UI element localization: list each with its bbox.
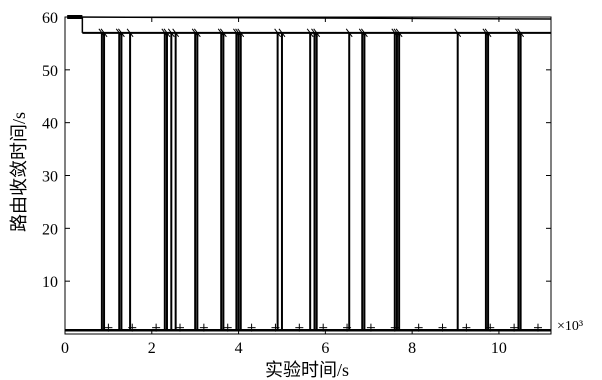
series-plateau-marker <box>274 28 282 38</box>
series-plateau-marker <box>126 28 134 38</box>
series-plateau-marker <box>454 28 462 38</box>
series-plateau-marker <box>172 28 180 38</box>
series-plateau-marker <box>219 28 227 38</box>
series-plateau-marker <box>237 28 245 38</box>
series-layer <box>65 15 552 332</box>
y-tick-label: 10 <box>42 274 58 291</box>
x-axis-label: 实验时间/s <box>265 360 349 380</box>
series-plateau-marker <box>100 28 108 38</box>
series-plateau-marker <box>517 28 525 38</box>
y-tick-label: 30 <box>42 169 58 186</box>
plot-area-border <box>64 16 552 335</box>
series-plateau-marker <box>345 28 353 38</box>
series-plateau-marker <box>193 28 201 38</box>
x-multiplier-label: ×10³ <box>557 319 583 334</box>
x-tick-label: 0 <box>61 340 69 357</box>
x-tick-label: 4 <box>235 340 243 357</box>
y-tick-label: 20 <box>42 221 58 238</box>
series-plateau-marker <box>167 28 175 38</box>
x-tick-label: 10 <box>491 340 507 357</box>
x-tick-label: 8 <box>408 340 416 357</box>
series-plateau-marker <box>313 28 321 38</box>
series-plateau-marker <box>163 28 171 38</box>
series-plateau-marker <box>306 28 314 38</box>
series-plateau-marker <box>278 28 286 38</box>
y-tick-label: 60 <box>42 10 58 27</box>
y-axis-label: 路由收敛时间/s <box>9 112 29 232</box>
series-plateau-marker <box>118 28 125 38</box>
tick-layer: 0 2 4 6 8 10 10 20 30 40 50 60 <box>42 10 551 357</box>
y-tick-label: 40 <box>42 116 58 133</box>
plot-frame <box>64 16 552 335</box>
series-top-trace <box>67 16 552 20</box>
x-tick-label: 2 <box>148 340 156 357</box>
series-plateau-marker <box>395 28 403 38</box>
y-tick-label: 50 <box>42 63 58 80</box>
series-plateau-marker <box>484 28 492 38</box>
x-tick-label: 6 <box>321 340 329 357</box>
series-plateau-marker <box>361 28 368 38</box>
